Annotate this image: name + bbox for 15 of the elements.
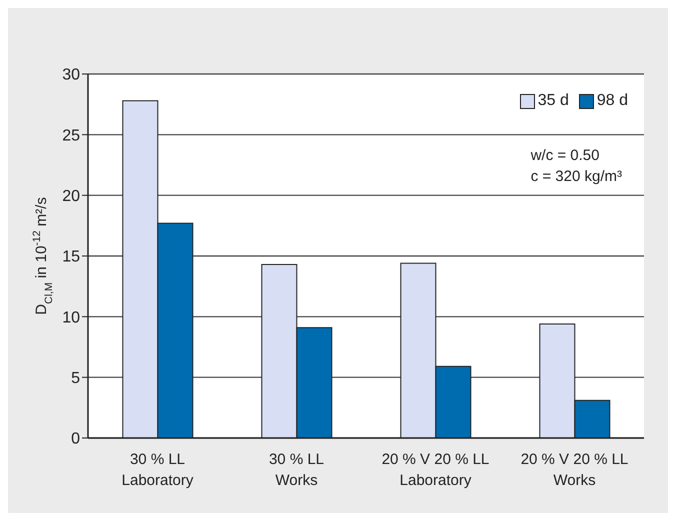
y-tick-label: 5 <box>71 370 80 388</box>
legend-label: 98 d <box>596 92 628 110</box>
y-tick-label: 25 <box>62 127 80 144</box>
x-tick-label: 30 % LL Laboratory <box>122 451 194 489</box>
y-tick-label: 15 <box>62 248 80 266</box>
y-tick-label: 20 <box>62 188 80 206</box>
x-tick-label: 30 % LL Works <box>268 451 324 489</box>
legend-label: 35 d <box>536 92 569 110</box>
y-tick-label: 30 <box>62 66 80 84</box>
y-tick-label: 10 <box>62 309 80 326</box>
y-tick-label: 0 <box>71 430 80 448</box>
annotation: w/c = 0.50 <box>530 146 600 166</box>
x-tick-label: 20 % V 20 % LL Laboratory <box>382 451 490 489</box>
x-tick-label: 20 % V 20 % LL Works <box>520 451 628 489</box>
annotation: c = 320 kg/m³ <box>530 167 622 187</box>
